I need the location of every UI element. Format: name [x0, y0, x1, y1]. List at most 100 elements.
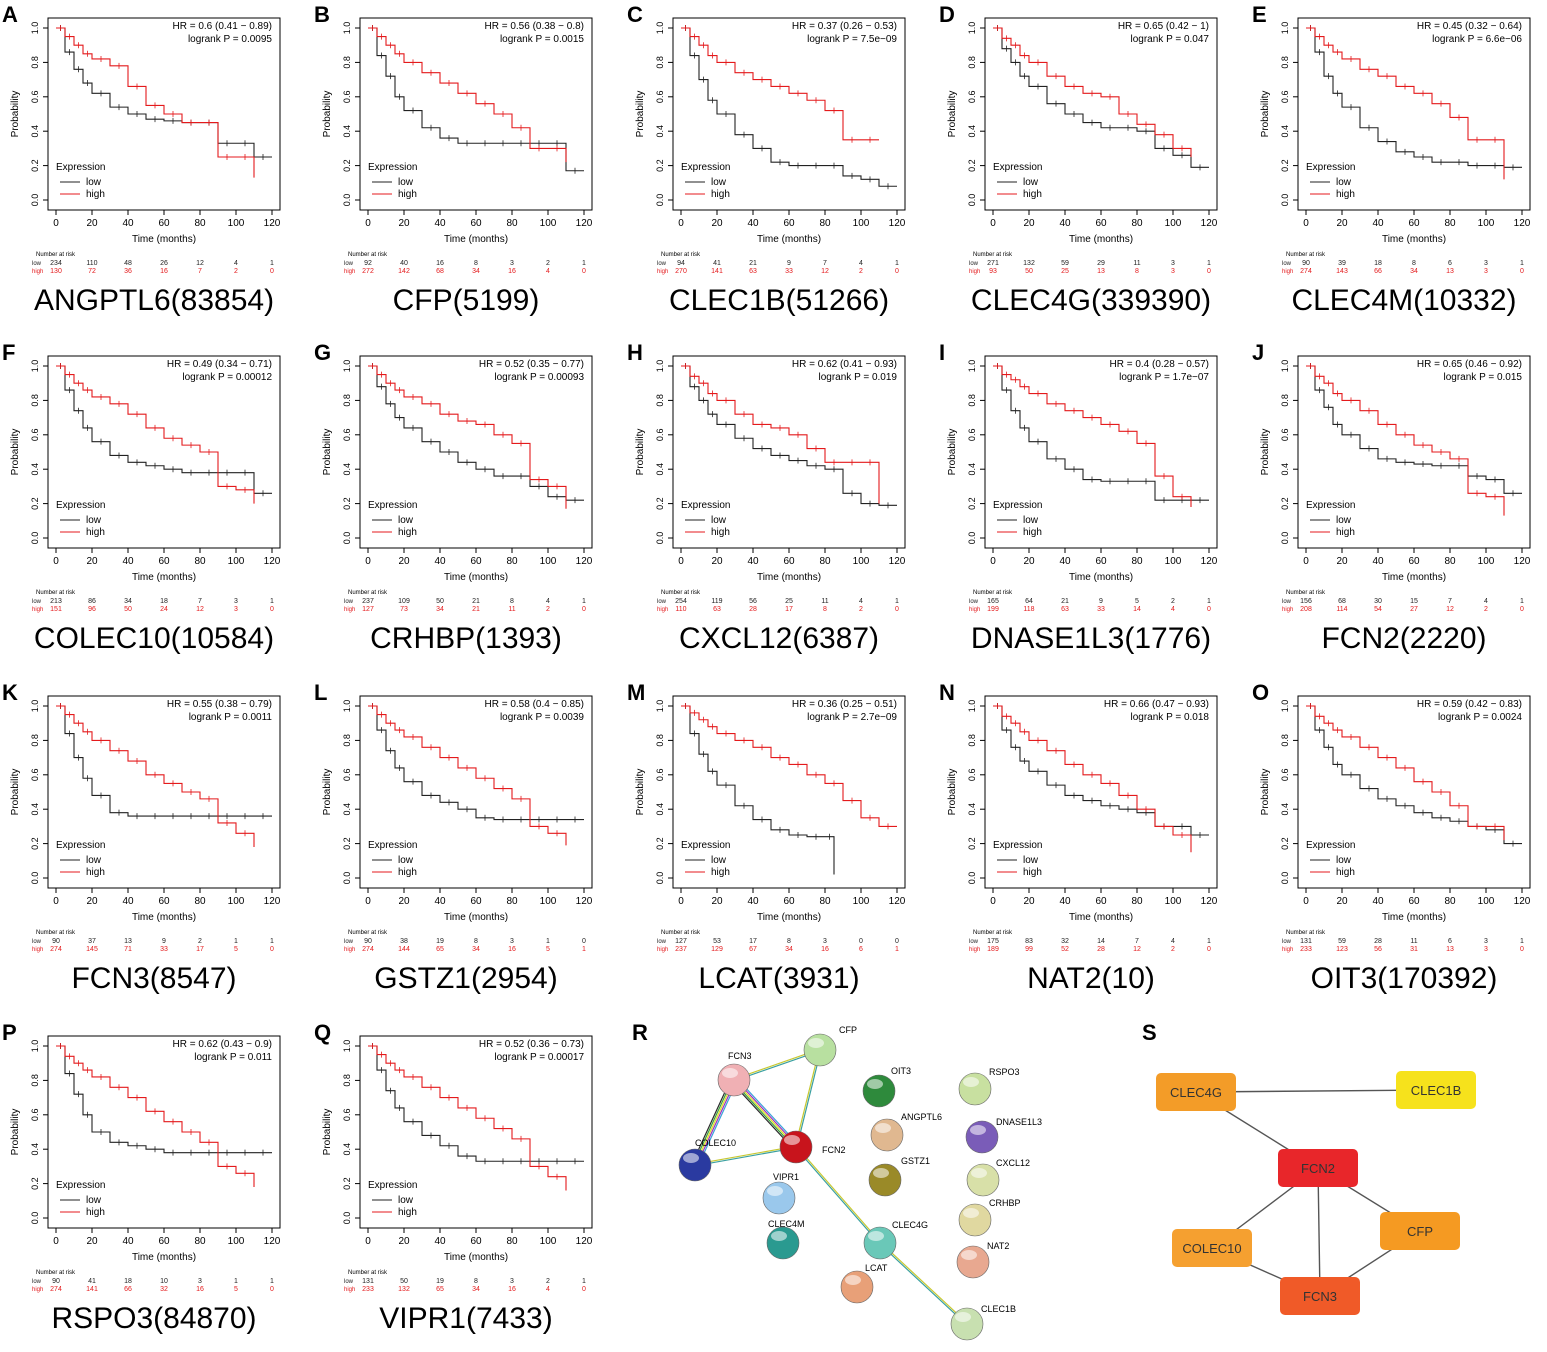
risk-value-low: 11: [821, 598, 828, 605]
risk-title: Number at risk: [348, 1270, 388, 1276]
risk-label-low: low: [32, 599, 42, 605]
y-tick-label: 0.2: [342, 1177, 352, 1190]
x-tick-label: 60: [158, 556, 170, 567]
y-tick-label: 0.8: [30, 56, 40, 69]
legend-label-high: high: [398, 189, 417, 200]
y-tick-label: 0.2: [342, 497, 352, 510]
x-tick-label: 80: [1444, 556, 1456, 567]
x-tick-label: 80: [819, 556, 831, 567]
y-tick-label: 1.0: [655, 360, 665, 373]
logrank-p: logrank P = 0.00017: [494, 1052, 584, 1063]
risk-value-low: 254: [675, 598, 687, 605]
risk-title: Number at risk: [36, 252, 76, 258]
y-tick-label: 0.8: [1280, 56, 1290, 69]
hazard-ratio: HR = 0.62 (0.41 − 0.93): [792, 359, 897, 370]
risk-value-high: 13: [1097, 268, 1105, 275]
y-axis-label: Probability: [947, 91, 958, 138]
node-label-cfp: CFP: [839, 1025, 857, 1035]
risk-value-high: 31: [1410, 946, 1418, 953]
risk-value-low: 132: [1023, 260, 1035, 267]
hub-node-clec1b: [1396, 1071, 1476, 1109]
x-tick-label: 40: [1372, 556, 1384, 567]
y-tick-label: 0.4: [30, 803, 40, 816]
legend-label-high: high: [1023, 189, 1042, 200]
km-curve-high: [56, 365, 255, 504]
y-tick-label: 0.6: [655, 429, 665, 442]
node-highlight: [868, 1231, 884, 1241]
hub-network-panel: S CLEC4G CLEC1B FCN2 COLEC10 CFP FCN3: [1142, 1020, 1476, 1315]
risk-value-low: 4: [1171, 938, 1175, 945]
y-tick-label: 1.0: [342, 360, 352, 373]
x-axis-label: Time (months): [1069, 234, 1133, 245]
risk-value-high: 5: [546, 946, 550, 953]
risk-label-high: high: [32, 607, 43, 613]
legend-label-low: low: [86, 855, 102, 866]
risk-value-high: 65: [436, 1286, 444, 1293]
node-label-angptl6: ANGPTL6: [901, 1112, 942, 1122]
panel-letter: I: [939, 340, 945, 365]
gene-caption: FCN2(2220): [1321, 622, 1486, 655]
y-tick-label: 1.0: [30, 22, 40, 35]
panel-letter: G: [314, 340, 331, 365]
x-tick-label: 100: [1165, 218, 1182, 229]
x-tick-label: 40: [747, 218, 759, 229]
gene-caption: ANGPTL6(83854): [34, 284, 274, 317]
risk-value-low: 90: [52, 938, 60, 945]
risk-value-high: 36: [124, 268, 132, 275]
risk-value-low: 41: [88, 1278, 96, 1285]
legend-title: Expression: [1306, 500, 1355, 511]
risk-value-low: 109: [398, 598, 410, 605]
y-tick-label: 0.0: [30, 194, 40, 207]
gene-caption: COLEC10(10584): [34, 622, 274, 655]
logrank-p: logrank P = 6.6e−06: [1432, 34, 1522, 45]
risk-title: Number at risk: [661, 590, 701, 596]
y-tick-label: 1.0: [967, 700, 977, 713]
risk-value-high: 32: [160, 1286, 168, 1293]
risk-value-high: 272: [362, 268, 374, 275]
legend-label-high: high: [86, 527, 105, 538]
risk-value-low: 12: [196, 260, 204, 267]
gene-caption: CLEC1B(51266): [669, 284, 889, 317]
y-axis-label: Probability: [1260, 91, 1271, 138]
y-tick-label: 0.2: [30, 497, 40, 510]
y-tick-label: 0.2: [342, 159, 352, 172]
y-tick-label: 1.0: [967, 360, 977, 373]
risk-value-low: 4: [1484, 598, 1488, 605]
x-tick-label: 120: [264, 896, 281, 907]
x-tick-label: 100: [853, 218, 870, 229]
y-tick-label: 0.6: [1280, 769, 1290, 782]
risk-value-high: 0: [1207, 946, 1211, 953]
hub-node-clec4g: [1156, 1073, 1236, 1111]
km-curve-low: [56, 705, 272, 817]
risk-title: Number at risk: [348, 590, 388, 596]
y-tick-label: 0.2: [655, 497, 665, 510]
risk-value-high: 16: [508, 1286, 516, 1293]
legend-label-low: low: [398, 1195, 414, 1206]
x-tick-label: 120: [889, 218, 906, 229]
risk-value-low: 39: [1338, 260, 1346, 267]
y-tick-label: 0.8: [1280, 734, 1290, 747]
risk-title: Number at risk: [348, 252, 388, 258]
y-axis-label: Probability: [322, 769, 333, 816]
gene-caption: FCN3(8547): [71, 962, 236, 995]
y-axis-label: Probability: [635, 769, 646, 816]
y-tick-label: 0.8: [655, 394, 665, 407]
y-tick-label: 0.4: [30, 1143, 40, 1156]
x-tick-label: 0: [53, 896, 59, 907]
risk-value-low: 4: [546, 598, 550, 605]
y-tick-label: 0.6: [1280, 91, 1290, 104]
risk-value-high: 16: [508, 946, 516, 953]
legend-label-low: low: [711, 515, 727, 526]
x-tick-label: 80: [506, 218, 518, 229]
x-tick-label: 0: [365, 556, 371, 567]
panel-letter: L: [314, 680, 327, 705]
network-edge: [695, 1147, 797, 1167]
panel-letter: K: [2, 680, 18, 705]
y-tick-label: 0.8: [655, 56, 665, 69]
y-tick-label: 1.0: [342, 700, 352, 713]
risk-value-low: 8: [787, 938, 791, 945]
x-axis-label: Time (months): [757, 234, 821, 245]
node-label-nat2: NAT2: [987, 1241, 1009, 1251]
risk-value-high: 34: [785, 946, 793, 953]
